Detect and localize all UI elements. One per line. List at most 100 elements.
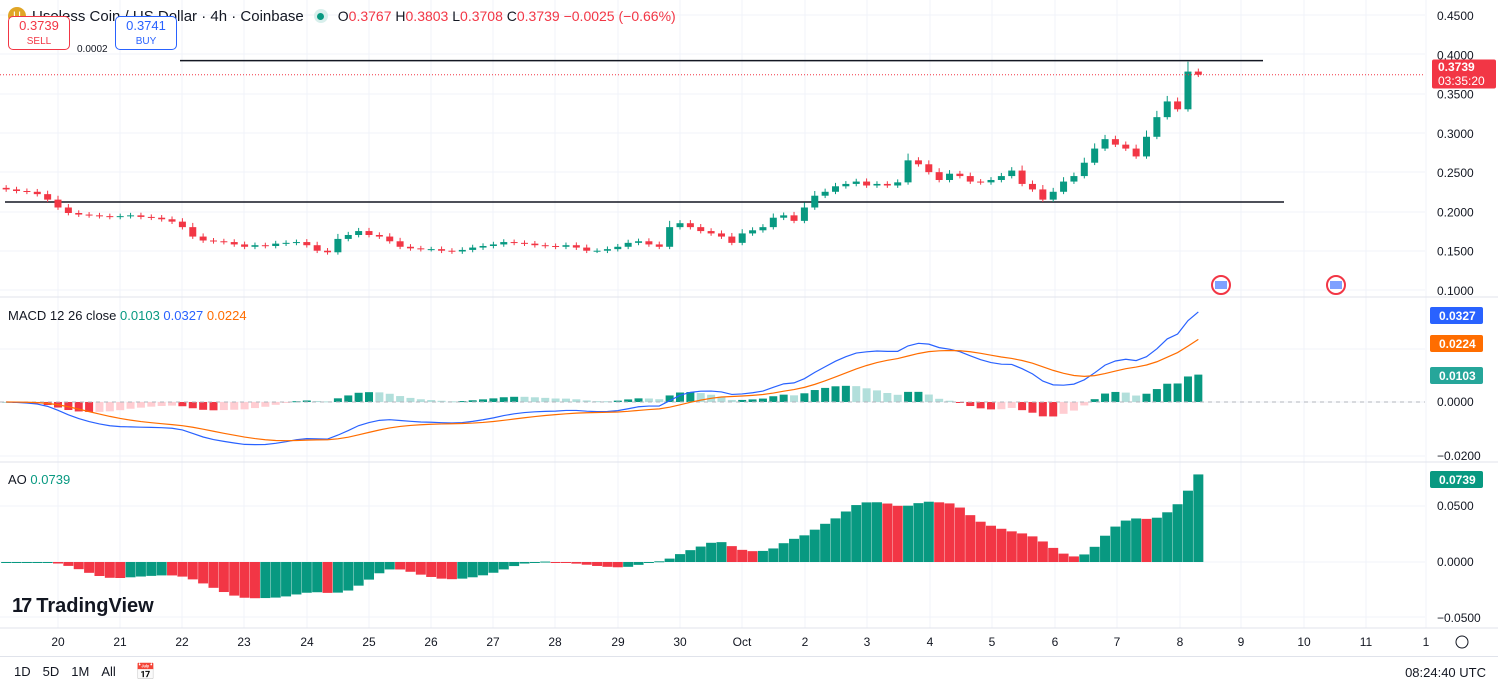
candle-body bbox=[75, 212, 83, 215]
buy-button[interactable]: 0.3741 BUY bbox=[115, 16, 177, 50]
time-tick-label: 30 bbox=[673, 635, 687, 649]
ao-bar bbox=[571, 562, 582, 564]
candle-body bbox=[977, 181, 985, 183]
ao-value-label: 0.0739 bbox=[1439, 473, 1476, 487]
date-range-icon[interactable]: 📅 bbox=[135, 663, 156, 681]
macd-value-label: 0.0327 bbox=[1439, 309, 1476, 323]
macd-histogram-bar bbox=[1038, 402, 1047, 417]
candle-body bbox=[572, 245, 580, 248]
ao-bar bbox=[94, 562, 105, 576]
candle-body bbox=[303, 242, 311, 246]
candle-body bbox=[241, 244, 249, 247]
candle-body bbox=[852, 181, 860, 184]
macd-histogram-bar bbox=[199, 402, 208, 410]
range-1d[interactable]: 1D bbox=[14, 664, 31, 679]
ao-bar bbox=[208, 562, 219, 588]
candle-body bbox=[344, 234, 352, 239]
ao-bar bbox=[73, 562, 84, 570]
macd-histogram-bar bbox=[1132, 395, 1141, 402]
ao-bar bbox=[851, 505, 862, 562]
sell-button[interactable]: 0.3739 SELL bbox=[8, 16, 70, 50]
candle-body bbox=[365, 231, 373, 235]
candle-body bbox=[603, 249, 611, 251]
candle-body bbox=[749, 230, 757, 234]
macd-histogram-bar bbox=[136, 402, 145, 408]
ao-bar bbox=[415, 562, 426, 575]
ao-bar bbox=[1006, 531, 1017, 562]
ao-bar bbox=[364, 562, 374, 580]
candle-body bbox=[1174, 101, 1182, 110]
macd-histogram-bar bbox=[727, 399, 736, 402]
macd-histogram-bar bbox=[416, 399, 425, 402]
candle-body bbox=[894, 182, 902, 186]
time-tick-label: 5 bbox=[989, 635, 996, 649]
macd-histogram-bar bbox=[593, 401, 602, 403]
macd-histogram-bar bbox=[1090, 399, 1099, 402]
candle-body bbox=[1184, 71, 1192, 110]
macd-histogram-bar bbox=[64, 402, 73, 411]
ao-bar bbox=[612, 562, 623, 568]
macd-histogram-bar bbox=[282, 402, 291, 403]
candle-body bbox=[811, 195, 819, 208]
chart-canvas[interactable]: 0.4500 0.4000 0.3500 0.3000 0.2500 0.2000 0.15… bbox=[0, 0, 1498, 656]
macd-histogram-bar bbox=[1101, 393, 1110, 402]
macd-histogram-bar bbox=[644, 398, 653, 402]
ao-legend[interactable]: AO 0.0739 bbox=[8, 472, 71, 487]
candle-body bbox=[925, 164, 933, 173]
macd-histogram-bar bbox=[769, 396, 778, 402]
macd-histogram-bar bbox=[748, 399, 757, 402]
candle-body bbox=[324, 250, 332, 253]
ao-bar bbox=[550, 562, 561, 563]
ao-bar bbox=[457, 562, 468, 579]
ao-bar bbox=[1151, 517, 1162, 562]
ao-bar bbox=[1193, 474, 1204, 562]
ao-bar bbox=[395, 562, 406, 570]
macd-histogram-bar bbox=[1080, 402, 1089, 406]
candle-body bbox=[178, 221, 186, 228]
macd-histogram-bar bbox=[427, 400, 436, 402]
range-all[interactable]: All bbox=[101, 664, 116, 679]
macd-histogram-bar bbox=[458, 401, 467, 403]
ao-bar bbox=[1058, 553, 1069, 562]
candle-body bbox=[780, 215, 788, 218]
ao-bar bbox=[903, 505, 914, 562]
candle-body bbox=[1194, 71, 1202, 75]
candle-body bbox=[1163, 101, 1171, 118]
range-5d[interactable]: 5D bbox=[42, 664, 60, 679]
macd-histogram-bar bbox=[230, 402, 239, 410]
candle-body bbox=[1091, 148, 1099, 163]
clock-utc[interactable]: 08:24:40 UTC bbox=[1405, 665, 1486, 680]
candle-body bbox=[759, 227, 767, 231]
candle-body bbox=[95, 215, 103, 217]
macd-histogram-bar bbox=[333, 398, 342, 402]
macd-histogram-bar bbox=[1028, 402, 1037, 413]
candle-body bbox=[13, 189, 21, 191]
macd-legend[interactable]: MACD 12 26 close 0.0103 0.0327 0.0224 bbox=[8, 308, 247, 323]
macd-histogram-bar bbox=[624, 399, 633, 402]
candle-body bbox=[645, 241, 653, 245]
macd-histogram-bar bbox=[676, 392, 684, 402]
ao-bar bbox=[374, 562, 385, 574]
time-tick-label: 10 bbox=[1297, 635, 1311, 649]
time-tick-label: 24 bbox=[300, 635, 314, 649]
ao-bar bbox=[768, 548, 779, 562]
ao-bar bbox=[436, 562, 447, 579]
price-tick-label: 0.2500 bbox=[1437, 166, 1474, 180]
ao-bar bbox=[695, 546, 706, 562]
ao-bar bbox=[654, 561, 665, 563]
macd-histogram-bar bbox=[1194, 374, 1203, 402]
ao-bar bbox=[560, 562, 571, 563]
candle-body bbox=[1008, 170, 1016, 177]
candle-body bbox=[469, 247, 477, 250]
macd-histogram-bar bbox=[365, 392, 373, 402]
macd-histogram-bar bbox=[126, 402, 135, 409]
macd-histogram-bar bbox=[696, 393, 705, 402]
settings-icon[interactable] bbox=[1455, 635, 1469, 649]
macd-histogram-bar bbox=[510, 396, 519, 402]
range-1m[interactable]: 1M bbox=[71, 664, 90, 679]
ao-bar bbox=[519, 562, 530, 564]
tradingview-logo[interactable]: 17 TradingView bbox=[12, 595, 154, 617]
ao-bar bbox=[923, 501, 934, 562]
time-tick-label: 27 bbox=[486, 635, 500, 649]
candle-body bbox=[137, 215, 145, 217]
